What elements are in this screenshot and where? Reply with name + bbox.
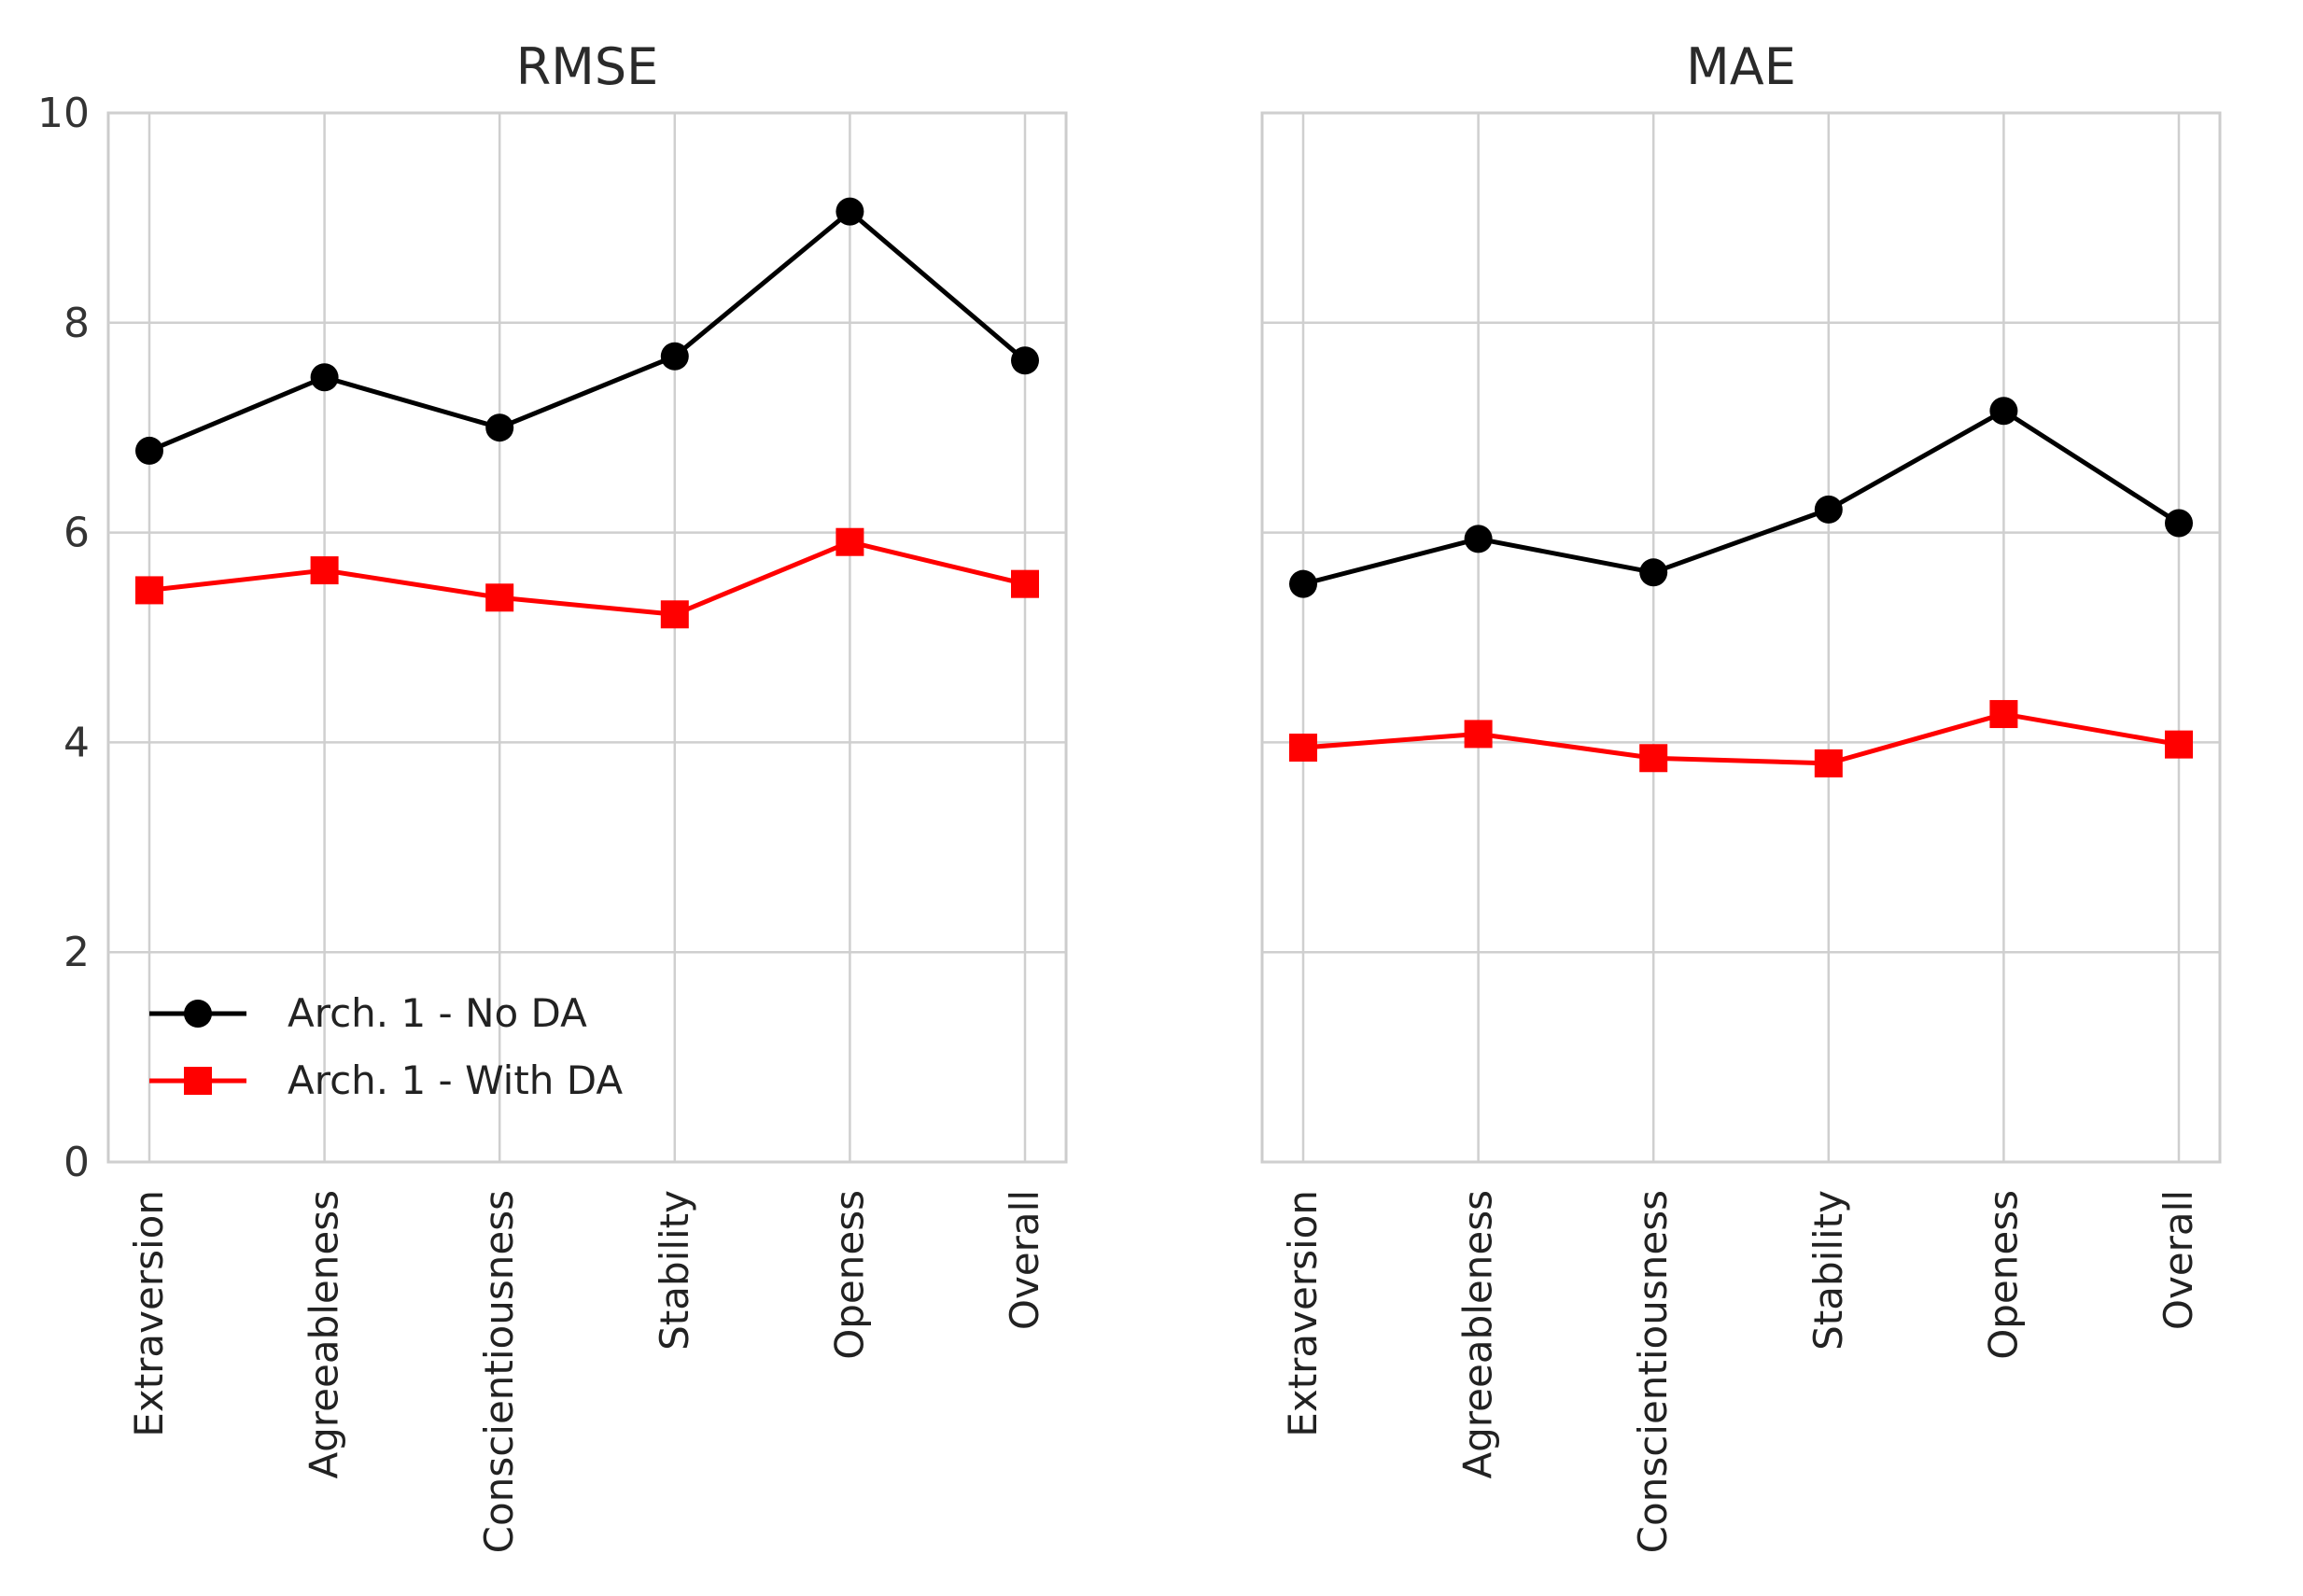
rmse-series-line-with-da — [148, 539, 1026, 617]
mae-series-line-no-da — [1302, 408, 2181, 587]
x-tick-label-openess: Openess — [1980, 1190, 2026, 1360]
mae-point-no-da-overall — [2165, 509, 2193, 538]
mae-plot-area — [1260, 111, 2222, 1164]
x-tick-label-overall: Overall — [1002, 1190, 1047, 1330]
y-tick-label: 6 — [63, 510, 90, 557]
mae-point-with-da-conscientiousness — [1639, 744, 1668, 773]
rmse-series-line-no-da — [148, 209, 1027, 454]
x-tick-label-overall: Overall — [2156, 1190, 2201, 1330]
mae-title: MAE — [1686, 37, 1796, 96]
mae-point-with-da-overall — [2165, 730, 2193, 759]
y-tick-label: 2 — [63, 929, 90, 976]
rmse-title: RMSE — [516, 37, 659, 96]
mae-point-no-da-stability — [1814, 495, 1843, 524]
rmse-point-with-da-openess — [836, 527, 864, 556]
rmse-point-with-da-agreeableness — [310, 556, 339, 585]
mae-panel: Extraversion Agreeableness Conscientiousne… — [1260, 37, 2222, 1553]
legend-label-no-da: Arch. 1 - No DA — [288, 990, 587, 1036]
rmse-point-no-da-conscientiousness — [485, 413, 514, 442]
x-tick-label-conscientiousness: Conscientiousness — [476, 1190, 522, 1553]
legend-label-with-da: Arch. 1 - With DA — [288, 1057, 623, 1103]
rmse-point-no-da-extraversion — [135, 436, 163, 465]
x-tick-label-extraversion: Extraversion — [126, 1190, 172, 1437]
mae-point-with-da-extraversion — [1289, 734, 1317, 763]
rmse-point-no-da-stability — [660, 342, 689, 371]
rmse-point-no-da-agreeableness — [310, 363, 339, 392]
mae-point-no-da-conscientiousness — [1639, 558, 1668, 587]
legend-marker-no-da — [184, 1000, 212, 1028]
mae-point-with-da-agreeableness — [1464, 720, 1493, 749]
y-tick-label: 10 — [37, 90, 90, 137]
mae-point-no-da-extraversion — [1289, 569, 1317, 598]
x-tick-label-conscientiousness: Conscientiousness — [1630, 1190, 1676, 1553]
y-tick-label: 0 — [63, 1139, 90, 1186]
rmse-point-with-da-stability — [660, 600, 689, 629]
mae-series-line-with-da — [1302, 711, 2180, 766]
rmse-point-with-da-extraversion — [135, 576, 163, 605]
x-tick-label-stability: Stability — [652, 1190, 697, 1351]
mae-point-no-da-agreeableness — [1464, 525, 1493, 553]
x-tick-label-stability: Stability — [1805, 1190, 1851, 1351]
y-tick-label: 4 — [63, 719, 90, 766]
x-tick-label-extraversion: Extraversion — [1280, 1190, 1326, 1437]
y-tick-label: 8 — [63, 300, 90, 347]
rmse-point-with-da-overall — [1011, 569, 1039, 598]
rmse-plot-area — [106, 111, 1068, 1164]
x-tick-label-agreeableness: Agreeableness — [1455, 1190, 1501, 1479]
mae-point-with-da-openess — [1989, 700, 2018, 729]
x-tick-label-agreeableness: Agreeableness — [302, 1190, 347, 1479]
mae-point-with-da-stability — [1814, 749, 1843, 777]
mae-point-no-da-openess — [1989, 397, 2018, 426]
legend-marker-with-da — [184, 1067, 212, 1095]
rmse-panel: 0 2 4 6 8 10 Extraversion Agreeableness Conscien… — [37, 37, 1068, 1553]
x-tick-label-openess: Openess — [826, 1190, 872, 1360]
rmse-point-no-da-openess — [836, 197, 864, 226]
rmse-point-with-da-conscientiousness — [485, 583, 514, 612]
rmse-point-no-da-overall — [1011, 346, 1039, 375]
legend: Arch. 1 - No DA Arch. 1 - With DA — [149, 990, 623, 1103]
